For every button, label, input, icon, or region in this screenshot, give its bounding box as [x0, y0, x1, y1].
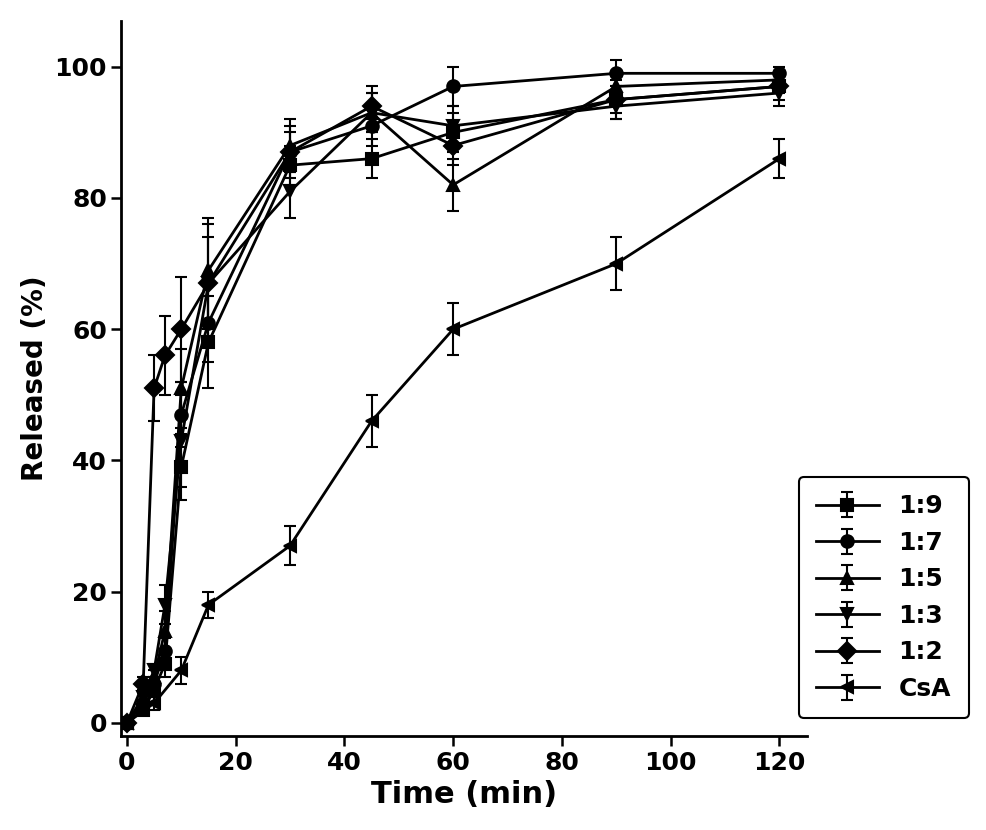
Y-axis label: Released (%): Released (%) [21, 276, 48, 481]
X-axis label: Time (min): Time (min) [371, 780, 556, 809]
Legend: 1:9, 1:7, 1:5, 1:3, 1:2, CsA: 1:9, 1:7, 1:5, 1:3, 1:2, CsA [798, 476, 967, 718]
